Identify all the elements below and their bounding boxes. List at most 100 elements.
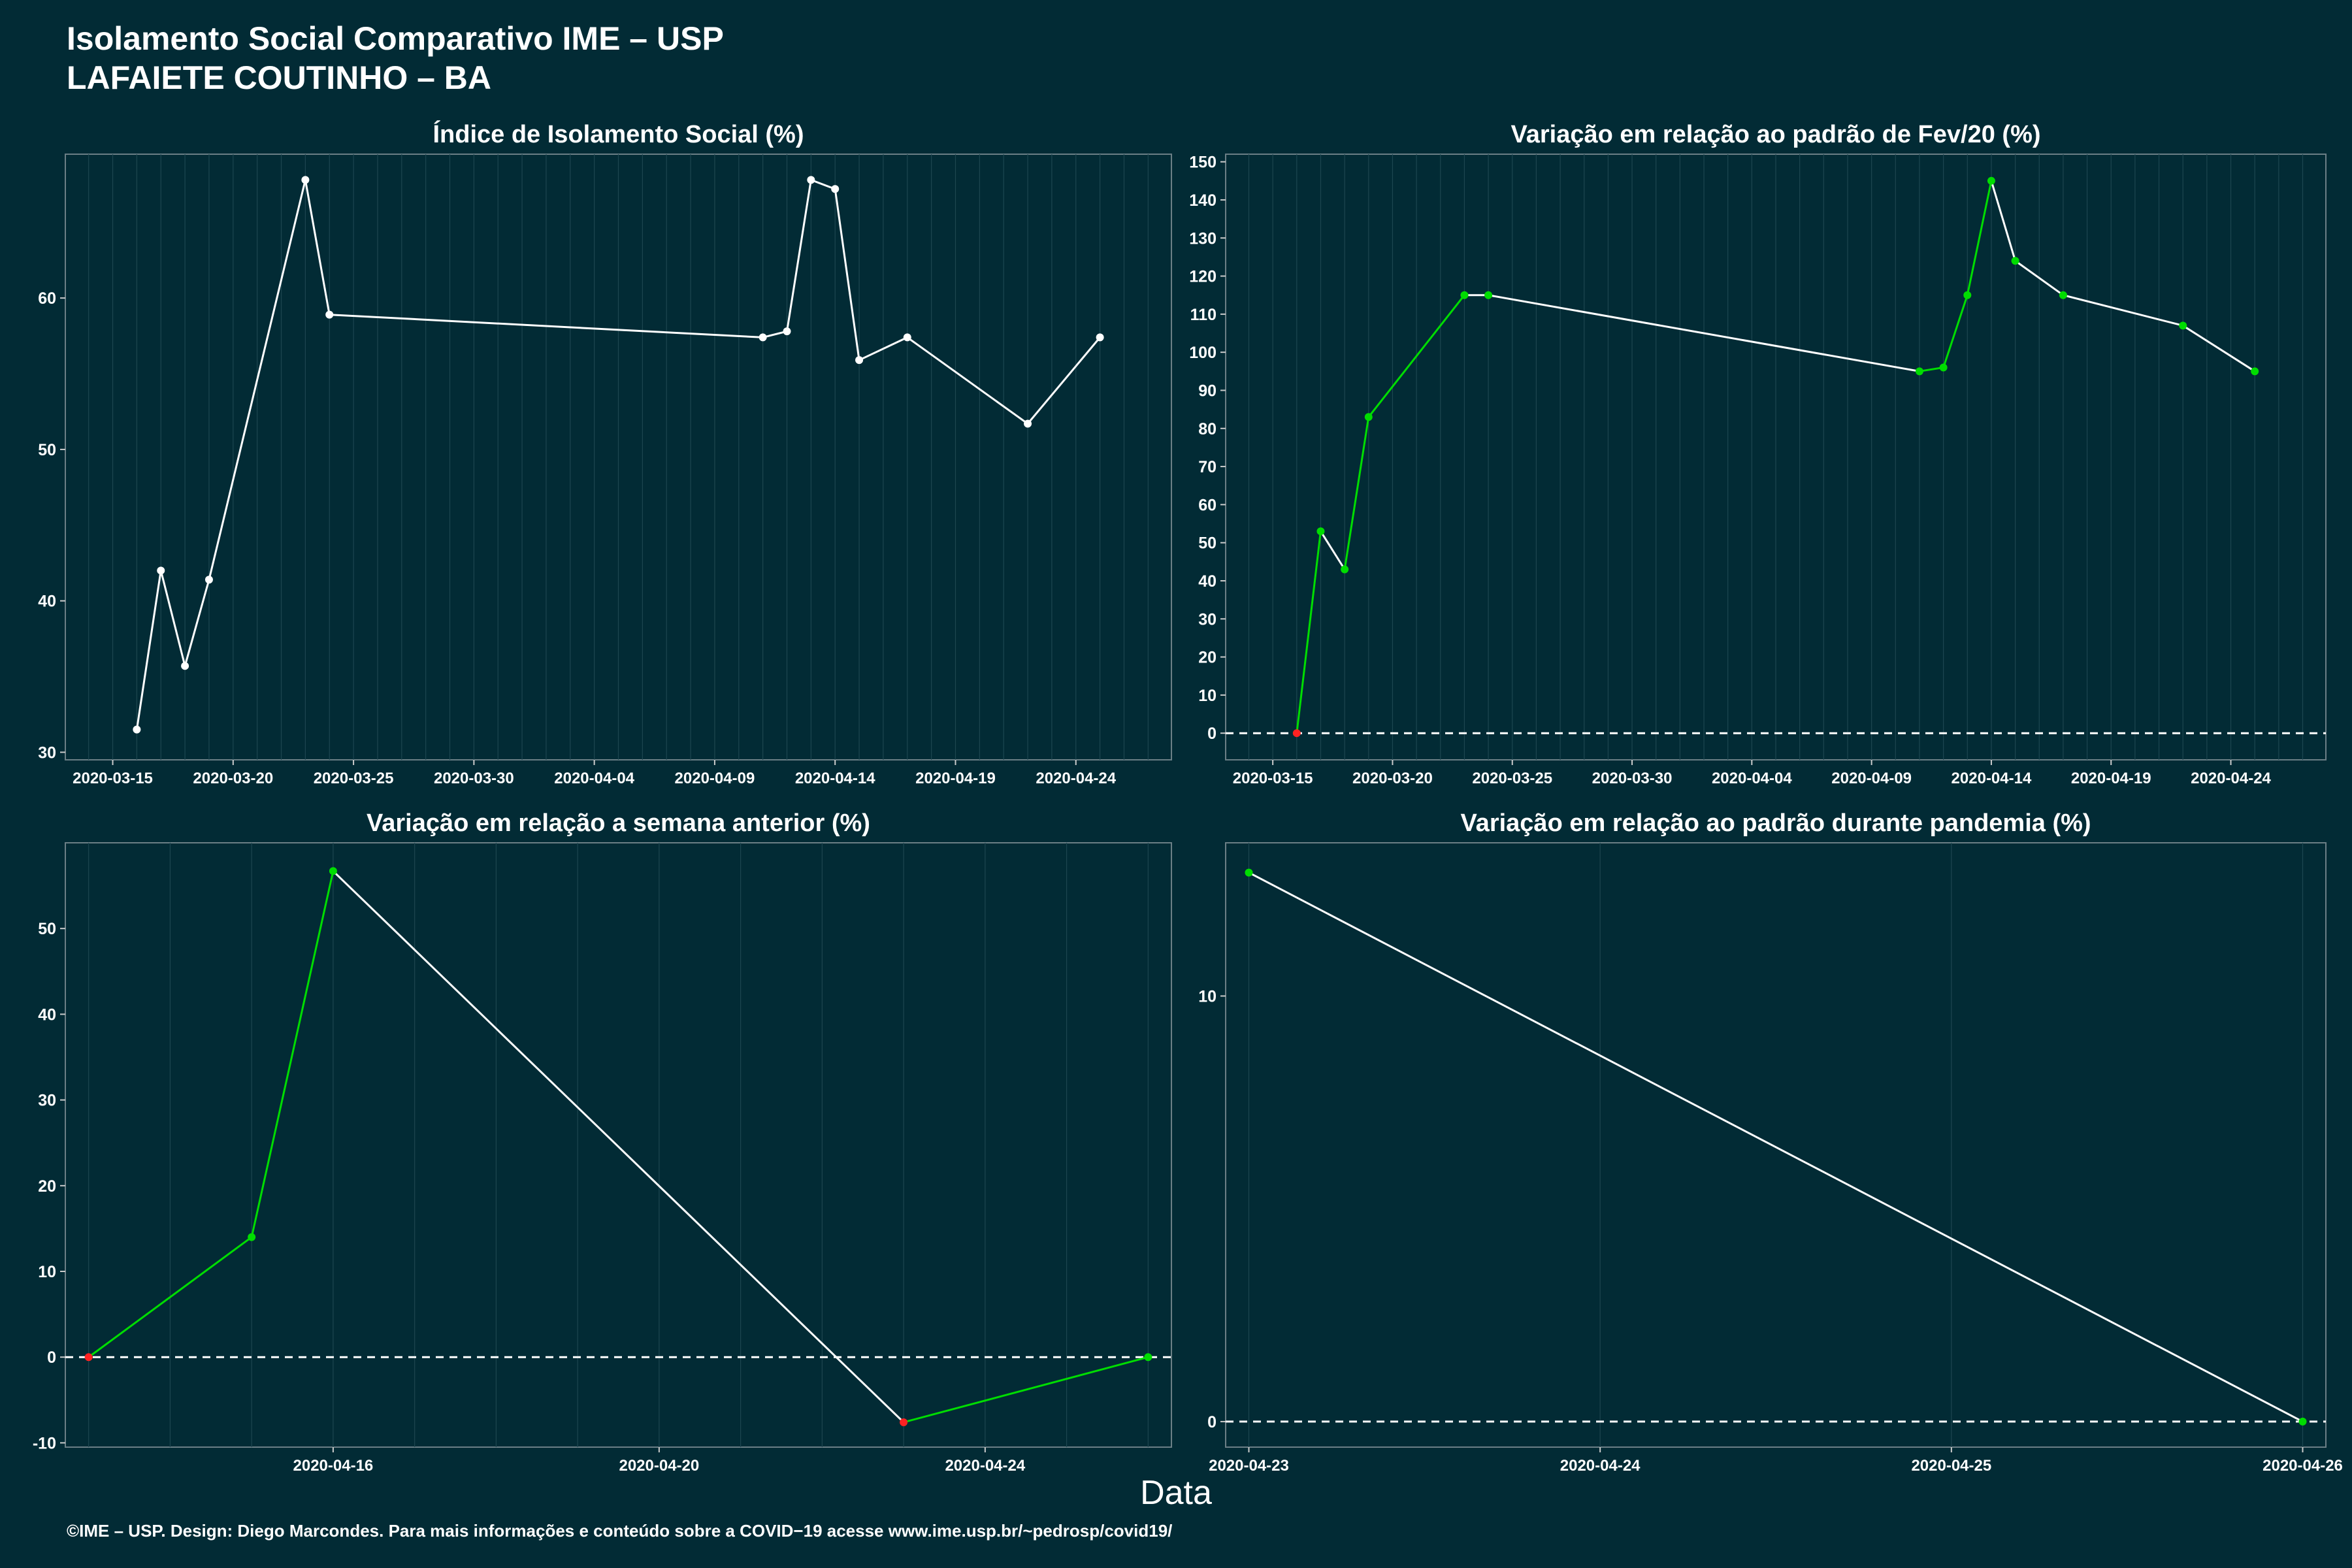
y-tick-label: 50 [38, 920, 56, 938]
data-point [807, 176, 815, 184]
series-segment [906, 336, 1028, 425]
chart-title: Variação em relação ao padrão de Fev/20 … [1511, 121, 2040, 148]
y-tick-label: 150 [1189, 154, 1217, 172]
series-segment [1248, 872, 2304, 1423]
y-tick-label: 60 [38, 289, 56, 308]
plot-panel [65, 842, 1172, 1448]
y-tick-label: 140 [1189, 191, 1217, 210]
data-point [903, 333, 911, 342]
data-point [248, 1233, 256, 1241]
y-tick-label: 40 [38, 1005, 56, 1024]
y-tick-label: 40 [38, 593, 56, 611]
x-tick-label: 2020-03-20 [193, 770, 273, 787]
x-tick-label: 2020-04-25 [1911, 1457, 1991, 1475]
y-tick-label: 20 [38, 1177, 56, 1196]
y-tick-label: 60 [1198, 496, 1217, 514]
plot-panel [1225, 842, 2327, 1448]
x-tick-label: 2020-04-09 [675, 770, 755, 787]
y-tick-label: 70 [1198, 458, 1217, 476]
y-tick-label: 0 [1207, 725, 1217, 743]
series-segment [1942, 295, 1968, 368]
series-segment [135, 570, 162, 730]
data-point [1963, 291, 1972, 299]
x-tick-label: 2020-03-25 [314, 770, 394, 787]
x-tick-label: 2020-03-30 [1592, 770, 1673, 787]
series-segment [1990, 180, 2017, 261]
x-tick-label: 2020-04-20 [619, 1457, 699, 1475]
chart-title: Variação em relação a semana anterior (%… [367, 809, 870, 837]
data-point [1364, 413, 1373, 421]
data-point [1292, 729, 1301, 738]
x-tick-label: 2020-04-14 [1952, 770, 2032, 787]
y-tick-label: 80 [1198, 420, 1217, 438]
y-tick-label: 10 [1198, 687, 1217, 705]
x-tick-label: 2020-04-04 [1712, 770, 1792, 787]
data-point [900, 1418, 908, 1426]
series-segment [1488, 294, 1920, 372]
series-segment [903, 1356, 1149, 1424]
x-axis-label: Data [1140, 1474, 1212, 1512]
chart-title: Variação em relação ao padrão durante pa… [1460, 809, 2091, 837]
x-tick-label: 2020-03-15 [73, 770, 153, 787]
x-tick-label: 2020-03-30 [434, 770, 514, 787]
data-point [2059, 291, 2067, 299]
chart-title: Índice de Isolamento Social (%) [433, 120, 804, 148]
y-tick-label: 130 [1189, 229, 1217, 248]
data-point [1484, 291, 1493, 299]
y-tick-label: 0 [1207, 1413, 1217, 1431]
data-point [84, 1353, 93, 1362]
y-tick-label: 90 [1198, 382, 1217, 400]
series-segment [762, 330, 787, 338]
data-point [783, 327, 791, 336]
data-point [301, 176, 310, 184]
series-segment [1320, 531, 1346, 570]
data-point [2251, 367, 2259, 376]
series-segment [1367, 294, 1465, 418]
y-tick-label: 0 [47, 1348, 56, 1367]
data-point [2011, 257, 2019, 265]
series-segment [858, 336, 908, 361]
data-point [157, 566, 165, 575]
data-point [855, 356, 864, 365]
data-point [181, 662, 189, 670]
data-point [1460, 291, 1469, 299]
series-segment [2063, 294, 2183, 327]
data-point [1939, 363, 1948, 372]
data-point [1245, 868, 1253, 877]
y-tick-label: 10 [1198, 988, 1217, 1006]
x-tick-label: 2020-04-24 [2191, 770, 2271, 787]
y-tick-label: 50 [38, 441, 56, 459]
series-segment [1966, 180, 1993, 296]
series-segment [88, 1236, 253, 1358]
series-segment [786, 180, 812, 332]
series-segment [208, 180, 306, 580]
x-tick-label: 2020-04-09 [1831, 770, 1912, 787]
x-tick-label: 2020-04-24 [945, 1457, 1025, 1475]
y-tick-label: 40 [1198, 572, 1217, 591]
y-tick-label: 30 [38, 743, 56, 762]
series-segment [1296, 531, 1322, 734]
series-segment [250, 870, 335, 1237]
series-segment [1919, 367, 1944, 372]
data-point [831, 185, 840, 193]
data-point [1987, 176, 1995, 185]
data-point [2298, 1417, 2307, 1426]
data-point [2179, 321, 2187, 330]
data-point [1341, 565, 1349, 574]
series-segment [810, 178, 836, 190]
x-tick-label: 2020-04-04 [554, 770, 634, 787]
series-segment [304, 180, 331, 315]
x-tick-label: 2020-03-25 [1472, 770, 1552, 787]
series-segment [159, 570, 186, 666]
data-point [329, 867, 337, 875]
footer-credit: ©IME – USP. Design: Diego Marcondes. Par… [67, 1521, 1173, 1541]
y-tick-label: -10 [33, 1434, 56, 1452]
data-point [759, 333, 767, 342]
series-segment [1343, 417, 1370, 570]
x-tick-label: 2020-04-14 [795, 770, 875, 787]
x-tick-label: 2020-04-24 [1560, 1457, 1641, 1475]
x-tick-label: 2020-04-19 [2071, 770, 2151, 787]
page-title: Isolamento Social Comparativo IME – USP [67, 20, 724, 57]
data-point [1915, 367, 1923, 376]
